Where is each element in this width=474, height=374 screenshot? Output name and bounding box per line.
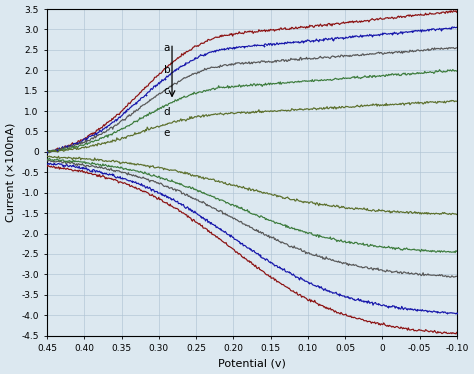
Text: a: a	[164, 43, 170, 53]
Text: c: c	[164, 86, 170, 96]
X-axis label: Potential (v): Potential (v)	[218, 358, 286, 368]
Text: d: d	[164, 107, 171, 117]
Text: e: e	[164, 128, 170, 138]
Y-axis label: Current (×100nA): Current (×100nA)	[6, 123, 16, 222]
Text: b: b	[164, 65, 171, 74]
